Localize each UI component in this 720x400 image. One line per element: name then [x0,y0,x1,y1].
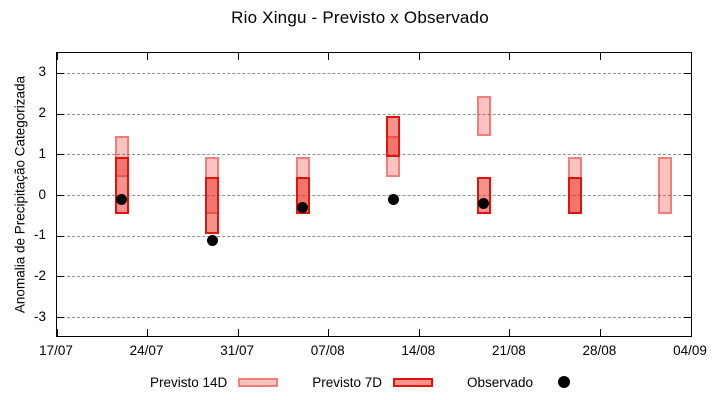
legend-item-previsto-14d: Previsto 14D [149,374,279,390]
x-tick-mark [328,53,330,60]
y-tick-mark [57,154,64,156]
legend-label-observado: Observado [467,374,534,390]
observado-dot [116,194,128,206]
x-tick-label: 07/08 [310,343,345,358]
y-tick-mark [57,276,64,278]
grid-line [57,154,691,156]
observado-dot [206,234,218,246]
x-tick-mark [237,329,239,336]
y-tick-mark [684,113,691,115]
previsto-7d-box [114,156,129,214]
x-tick-mark [599,53,601,60]
y-tick-mark [57,317,64,319]
legend-item-previsto-7d: Previsto 7D [312,374,434,390]
y-tick-label: -2 [33,267,46,283]
y-tick-mark [684,235,691,237]
observado-dot-icon [558,376,571,388]
legend-label-previsto-7d: Previsto 7D [312,374,383,390]
previsto-7d-box [205,177,220,235]
x-tick-mark [418,53,420,60]
plot-area [56,52,692,337]
y-tick-label: 1 [38,145,46,161]
x-tick-mark [147,329,149,336]
y-tick-mark [684,276,691,278]
grid-line [57,276,691,278]
x-tick-label: 31/07 [220,343,255,358]
observado-dot [478,198,490,210]
y-tick-label: -3 [33,308,46,324]
x-tick-mark [599,329,601,336]
x-tick-label: 17/07 [39,343,73,358]
y-tick-mark [57,235,64,237]
x-tick-mark [418,329,420,336]
y-tick-mark [684,154,691,156]
x-tick-mark [690,329,692,336]
legend-item-observado: Observado [467,374,571,390]
x-tick-label: 04/09 [673,343,707,358]
previsto-14d-box [658,156,673,214]
observado-dot [297,202,309,214]
previsto-14d-swatch-icon [238,377,279,387]
observado-dot [387,194,399,206]
grid-line [57,72,691,74]
previsto-7d-swatch-icon [393,377,434,387]
x-tick-mark [509,329,511,336]
legend: Previsto 14D Previsto 7D Observado [0,368,720,396]
y-tick-mark [684,72,691,74]
x-tick-mark [690,53,692,60]
previsto-7d-box [386,116,401,157]
y-tick-mark [684,195,691,197]
grid-line [57,235,691,237]
y-tick-mark [57,113,64,115]
previsto-14d-box [476,95,491,137]
y-tick-label: -1 [33,227,46,243]
x-tick-label: 14/08 [401,343,436,358]
x-tick-label: 24/07 [129,343,164,358]
x-tick-mark [328,329,330,336]
x-tick-mark [56,53,58,60]
x-tick-label: 28/08 [582,343,617,358]
x-tick-mark [509,53,511,60]
x-tick-label: 21/08 [491,343,526,358]
grid-line [57,317,691,319]
y-tick-mark [57,195,64,197]
y-tick-mark [57,72,64,74]
previsto-7d-box [567,177,582,214]
grid-line [57,195,691,197]
y-tick-label: 3 [38,64,46,80]
x-tick-mark [56,329,58,336]
legend-label-previsto-14d: Previsto 14D [149,374,228,390]
y-tick-label: 2 [38,105,46,121]
y-tick-label: 0 [38,186,46,202]
x-tick-mark [147,53,149,60]
y-tick-mark [684,317,691,319]
chart-title: Rio Xingu - Previsto x Observado [231,8,489,27]
x-tick-mark [237,53,239,60]
grid-line [57,113,691,115]
